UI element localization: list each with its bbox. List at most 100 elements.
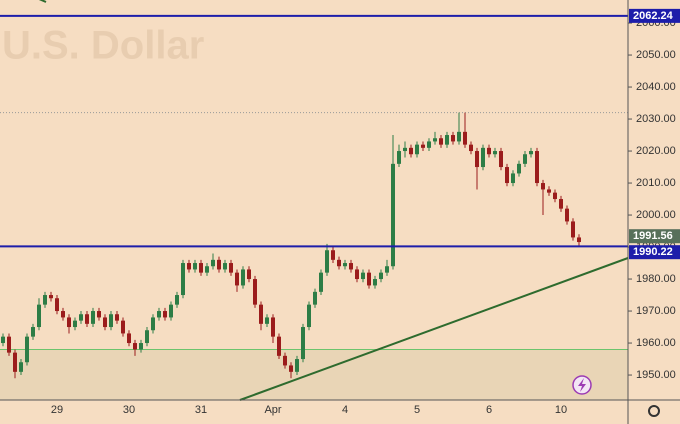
candle-body: [19, 362, 23, 372]
candle-body: [115, 314, 119, 321]
candle-body: [235, 272, 239, 286]
candle-body: [49, 295, 53, 299]
candle-body: [313, 291, 317, 305]
y-tick-label: 2020.00: [636, 145, 676, 157]
candle-body: [217, 259, 221, 270]
candle-body: [331, 250, 335, 260]
candle-body: [421, 144, 425, 148]
candle-body: [487, 147, 491, 155]
candle-body: [457, 131, 461, 142]
candle-body: [43, 295, 47, 305]
candle-body: [145, 330, 149, 344]
y-tick-label: 2050.00: [636, 49, 676, 61]
x-tick-label: 30: [123, 404, 135, 416]
candle-body: [265, 317, 269, 324]
candle-body: [85, 314, 89, 324]
candle-body: [127, 333, 131, 344]
x-tick-label: 5: [414, 404, 420, 416]
candle-body: [373, 279, 377, 286]
candle-body: [439, 138, 443, 145]
candle-body: [469, 144, 473, 152]
y-tick-label: 1980.00: [636, 273, 676, 285]
candle-body: [295, 359, 299, 372]
price-label-box: [629, 245, 680, 260]
alert-bolt: [578, 378, 586, 392]
candle-body: [67, 317, 71, 328]
candle-body: [205, 266, 209, 273]
price-label: 1990.22: [633, 246, 673, 258]
y-tick-label: 2040.00: [636, 81, 676, 93]
candle-body: [325, 250, 329, 273]
candle-body: [79, 314, 83, 321]
candle-body: [385, 266, 389, 273]
candle-body: [391, 163, 395, 267]
trend-line: [239, 257, 629, 401]
candle-body: [367, 272, 371, 286]
candle-body: [253, 279, 257, 305]
candle-body: [319, 272, 323, 292]
candle-body: [229, 263, 233, 273]
candle-body: [427, 141, 431, 148]
candle-body: [553, 192, 557, 200]
candle-body: [511, 173, 515, 184]
candle-body: [193, 263, 197, 270]
candle-body: [523, 154, 527, 164]
candle-body: [181, 263, 185, 296]
candle-body: [61, 311, 65, 318]
candle-body: [121, 320, 125, 334]
candle-body: [97, 311, 101, 318]
candle-body: [211, 259, 215, 267]
candle-body: [199, 263, 203, 273]
x-tick-label: 29: [51, 404, 63, 416]
watermark: U.S. Dollar: [2, 24, 204, 68]
candle-body: [37, 304, 41, 328]
candle-body: [259, 304, 263, 324]
candle-body: [7, 336, 11, 353]
candle-body: [109, 314, 113, 328]
candle-body: [349, 263, 353, 270]
candle-body: [547, 189, 551, 193]
candle-body: [433, 138, 437, 142]
candle-body: [289, 365, 293, 372]
candle-body: [55, 298, 59, 312]
candle-body: [517, 163, 521, 174]
x-tick-label: Apr: [264, 404, 281, 416]
x-tick-label: 31: [195, 404, 207, 416]
candle-body: [415, 144, 419, 155]
y-tick-label: 1950.00: [636, 369, 676, 381]
alert-icon[interactable]: [572, 375, 592, 395]
candle-body: [13, 352, 17, 372]
candle-body: [451, 135, 455, 142]
price-label-box: [629, 229, 680, 244]
candle-body: [559, 199, 563, 209]
plot-area: [0, 14, 628, 400]
candle-body: [247, 269, 251, 280]
x-tick-label: 6: [486, 404, 492, 416]
candle-body: [187, 263, 191, 270]
candle-body: [169, 304, 173, 318]
x-tick-label: 10: [555, 404, 567, 416]
gear[interactable]: [648, 405, 660, 417]
candle-body: [91, 311, 95, 324]
candle-body: [445, 135, 449, 145]
candle-body: [403, 147, 407, 152]
y-tick-label: 2030.00: [636, 113, 676, 125]
support-zone: [0, 349, 628, 400]
candle-body: [379, 272, 383, 280]
candle-body: [541, 183, 545, 190]
candle-body: [565, 208, 569, 222]
candle-body: [241, 269, 245, 286]
candle-body: [139, 343, 143, 350]
price-label: 2062.24: [633, 10, 674, 22]
candle-body: [499, 151, 503, 168]
candle-body: [73, 320, 77, 328]
settings-icon[interactable]: [648, 405, 660, 417]
candle-body: [481, 147, 485, 168]
candle-body: [163, 311, 167, 318]
candle-body: [463, 131, 467, 145]
candle-body: [475, 151, 479, 168]
y-tick-label: 2000.00: [636, 209, 676, 221]
candle-body: [103, 317, 107, 328]
candle-body: [577, 237, 581, 243]
